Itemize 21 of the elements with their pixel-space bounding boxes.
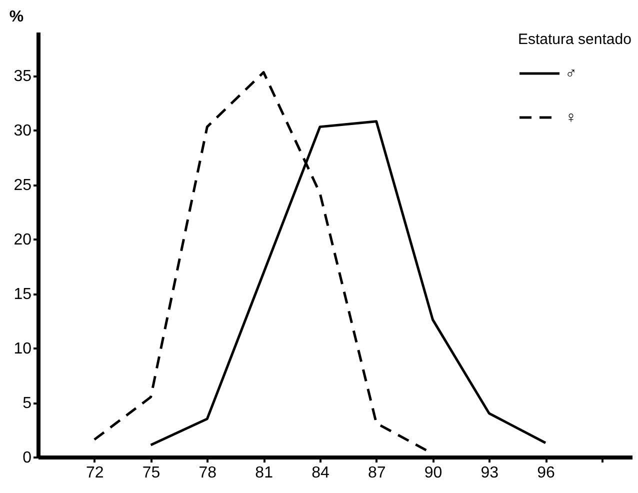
y-tick-label: 35 bbox=[14, 68, 32, 86]
legend-label: ♀ bbox=[565, 110, 577, 126]
y-tick-label: 15 bbox=[14, 286, 32, 304]
y-tick-label: 20 bbox=[14, 232, 32, 249]
y-axis-title: % bbox=[9, 8, 24, 26]
legend-label: ♂ bbox=[565, 66, 577, 82]
y-tick-label: 30 bbox=[14, 122, 32, 140]
x-tick-label: 90 bbox=[424, 464, 442, 482]
x-tick-label: 75 bbox=[142, 464, 160, 482]
legend-title: Estatura sentado bbox=[518, 31, 632, 48]
x-tick-label: 72 bbox=[86, 464, 104, 482]
y-tick-label: 0 bbox=[22, 450, 32, 466]
y-tick-label: 5 bbox=[22, 395, 32, 412]
x-tick-label: 78 bbox=[198, 464, 217, 482]
x-tick-label: 93 bbox=[480, 464, 499, 482]
x-tick-label: 87 bbox=[368, 464, 386, 482]
x-tick-label: 81 bbox=[255, 464, 274, 482]
y-tick-label: 25 bbox=[14, 177, 32, 194]
y-tick-label: 10 bbox=[14, 340, 32, 358]
x-tick-label: 96 bbox=[537, 464, 556, 482]
x-tick-label: 84 bbox=[312, 464, 330, 482]
